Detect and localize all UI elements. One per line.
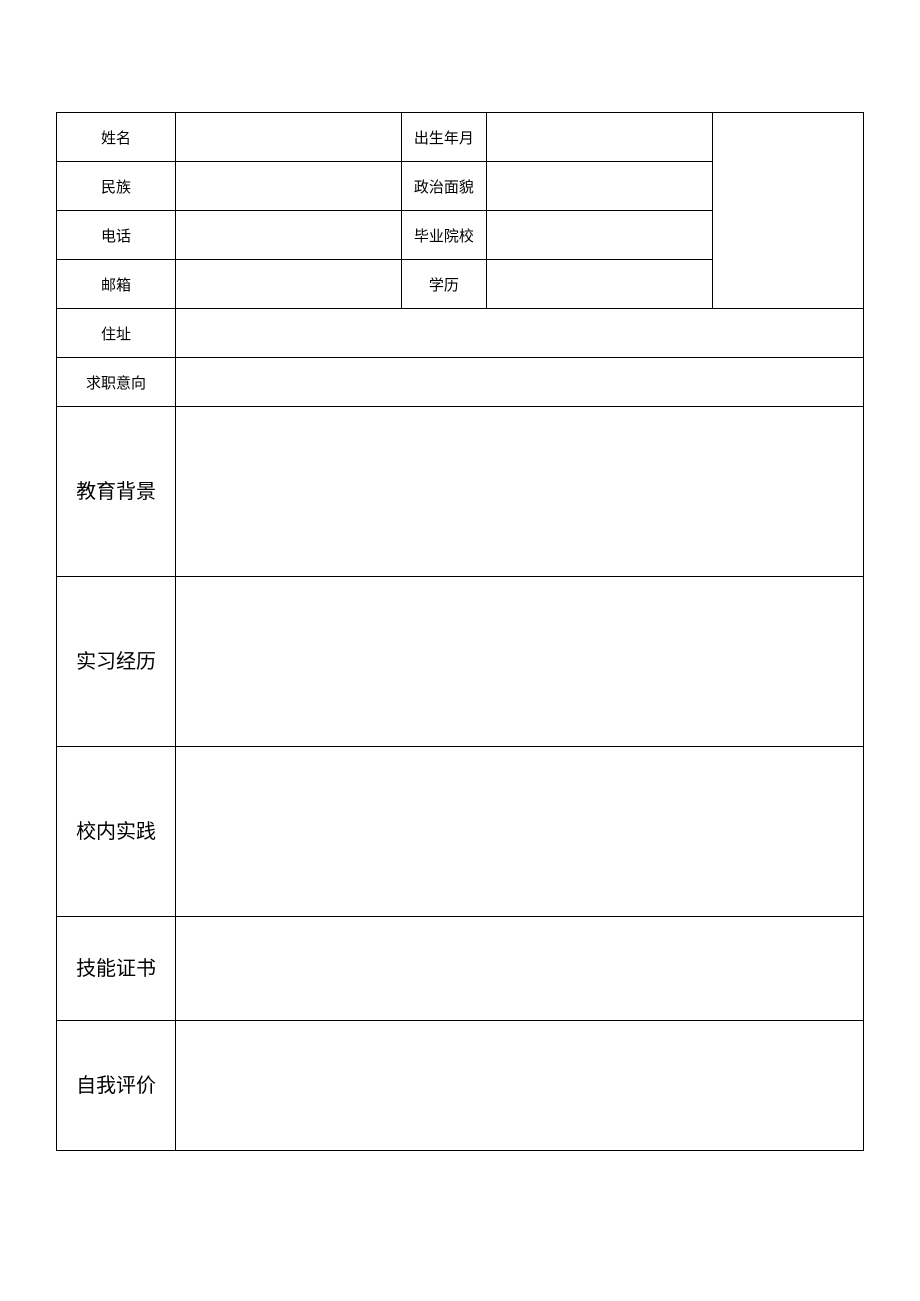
resume-table: 姓名 出生年月 民族 政治面貌 电话 毕业院校 邮箱 学历 住址 求职意向 教育… (56, 112, 864, 1151)
label-phone: 电话 (57, 211, 176, 260)
row-self-eval: 自我评价 (57, 1021, 864, 1151)
label-intention: 求职意向 (57, 358, 176, 407)
label-skills: 技能证书 (57, 917, 176, 1021)
value-internship (176, 577, 864, 747)
value-degree (486, 260, 712, 309)
label-email: 邮箱 (57, 260, 176, 309)
label-education-bg: 教育背景 (57, 407, 176, 577)
label-campus: 校内实践 (57, 747, 176, 917)
row-address: 住址 (57, 309, 864, 358)
value-ethnicity (176, 162, 402, 211)
value-intention (176, 358, 864, 407)
value-campus (176, 747, 864, 917)
photo-cell (712, 113, 863, 309)
label-political: 政治面貌 (401, 162, 486, 211)
label-degree: 学历 (401, 260, 486, 309)
value-birth (486, 113, 712, 162)
value-email (176, 260, 402, 309)
label-name: 姓名 (57, 113, 176, 162)
label-birth: 出生年月 (401, 113, 486, 162)
value-political (486, 162, 712, 211)
value-address (176, 309, 864, 358)
value-self-eval (176, 1021, 864, 1151)
row-intention: 求职意向 (57, 358, 864, 407)
label-self-eval: 自我评价 (57, 1021, 176, 1151)
value-name (176, 113, 402, 162)
label-ethnicity: 民族 (57, 162, 176, 211)
value-skills (176, 917, 864, 1021)
label-internship: 实习经历 (57, 577, 176, 747)
row-name: 姓名 出生年月 (57, 113, 864, 162)
value-phone (176, 211, 402, 260)
row-internship: 实习经历 (57, 577, 864, 747)
row-skills: 技能证书 (57, 917, 864, 1021)
label-address: 住址 (57, 309, 176, 358)
row-campus: 校内实践 (57, 747, 864, 917)
row-education-bg: 教育背景 (57, 407, 864, 577)
label-school: 毕业院校 (401, 211, 486, 260)
value-school (486, 211, 712, 260)
value-education-bg (176, 407, 864, 577)
